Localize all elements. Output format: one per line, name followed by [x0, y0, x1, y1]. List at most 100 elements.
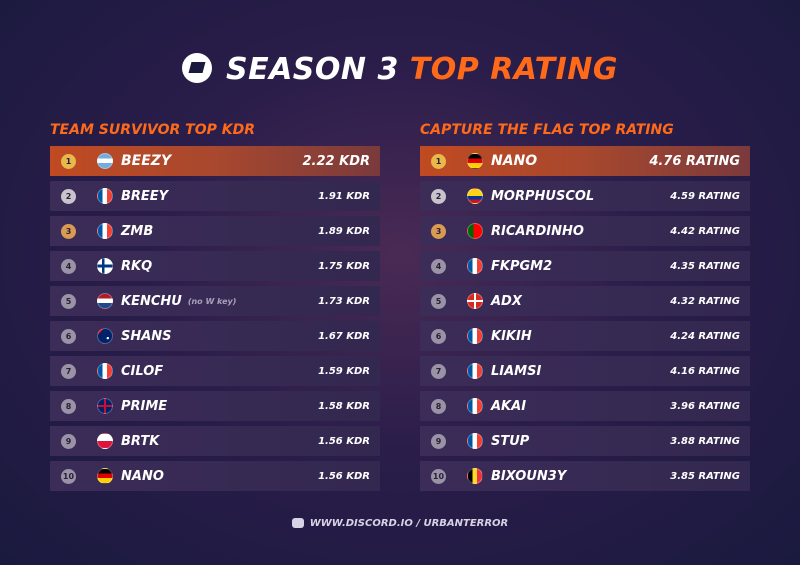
rank-badge: 3 [61, 223, 76, 239]
rank-badge: 1 [61, 153, 76, 169]
score: 1.59 KDR [318, 365, 370, 377]
player-name: LIAMSI [491, 363, 542, 379]
country-flag [97, 293, 113, 309]
score: 1.73 KDR [318, 295, 370, 307]
rank-badge: 10 [61, 468, 76, 484]
score: 4.59 RATING [670, 190, 740, 202]
leaderboard-row: 8 AKAI 3.96 RATING [420, 391, 750, 421]
score: 2.22 KDR [302, 153, 370, 169]
country-flag [467, 293, 483, 309]
player-name: FKPGM2 [491, 258, 553, 274]
rank-badge: 9 [61, 433, 76, 449]
player-name: MORPHUSCOL [491, 188, 595, 204]
score: 3.88 RATING [670, 435, 740, 447]
leaderboard-row: 8 PRIME 1.58 KDR [50, 391, 380, 421]
country-flag [97, 363, 113, 379]
rank-badge: 6 [431, 328, 446, 344]
score: 4.32 RATING [670, 295, 740, 307]
leaderboard-row: 4 RKQ 1.75 KDR [50, 251, 380, 281]
leaderboard-row: 6 KIKIH 4.24 RATING [420, 321, 750, 351]
player-name: SHANS [121, 328, 172, 344]
leaderboard-row: 3 RICARDINHO 4.42 RATING [420, 216, 750, 246]
leaderboard-row: 9 STUP 3.88 RATING [420, 426, 750, 456]
player-name: STUP [491, 433, 530, 449]
player-name: CILOF [121, 363, 164, 379]
leaderboard-row: 7 LIAMSI 4.16 RATING [420, 356, 750, 386]
player-name: PRIME [121, 398, 168, 414]
rank-badge: 4 [61, 258, 76, 274]
leaderboard-row: 9 BRTK 1.56 KDR [50, 426, 380, 456]
player-name: ADX [491, 293, 522, 309]
score: 1.56 KDR [318, 470, 370, 482]
country-flag [467, 328, 483, 344]
discord-icon [291, 518, 304, 528]
leaderboard-row: 2 BREEY 1.91 KDR [50, 181, 380, 211]
table-title: TEAM SURVIVOR TOP KDR [50, 122, 256, 138]
leaderboard: CAPTURE THE FLAG TOP RATING 1 NANO 4.76 RAT… [420, 120, 750, 496]
country-flag [97, 328, 113, 344]
player-name: NANO [491, 153, 538, 169]
country-flag [467, 363, 483, 379]
leaderboard-row: 1 NANO 4.76 RATING [420, 146, 750, 176]
score: 1.56 KDR [318, 435, 370, 447]
footer: WWW.DISCORD.IO / URBANTERROR [0, 518, 800, 529]
player-name: ZMB [121, 223, 154, 239]
leaderboard-row: 4 FKPGM2 4.35 RATING [420, 251, 750, 281]
leaderboard-row: 2 MORPHUSCOL 4.59 RATING [420, 181, 750, 211]
rank-badge: 4 [431, 258, 446, 274]
country-flag [467, 153, 483, 169]
country-flag [97, 468, 113, 484]
title-accent: TOP RATING [409, 52, 618, 87]
score: 4.42 RATING [670, 225, 740, 237]
country-flag [97, 188, 113, 204]
country-flag [97, 258, 113, 274]
leaderboard-row: 5 KENCHU (no W key) 1.73 KDR [50, 286, 380, 316]
rank-badge: 5 [431, 293, 446, 309]
score: 3.85 RATING [670, 470, 740, 482]
rank-badge: 8 [61, 398, 76, 414]
rank-badge: 6 [61, 328, 76, 344]
player-name: RICARDINHO [491, 223, 584, 239]
leaderboard-row: 3 ZMB 1.89 KDR [50, 216, 380, 246]
player-name: BEEZY [121, 153, 172, 169]
leaderboard-row: 1 BEEZY 2.22 KDR [50, 146, 380, 176]
country-flag [467, 468, 483, 484]
rank-badge: 3 [431, 223, 446, 239]
logo [181, 52, 212, 83]
player-note: (no W key) [187, 296, 237, 306]
rank-badge: 8 [431, 398, 446, 414]
player-name: KENCHU [121, 293, 182, 309]
country-flag [467, 188, 483, 204]
leaderboard-row: 10 NANO 1.56 KDR [50, 461, 380, 491]
player-name: RKQ [121, 258, 153, 274]
score: 1.91 KDR [318, 190, 370, 202]
score: 4.16 RATING [670, 365, 740, 377]
score: 3.96 RATING [670, 400, 740, 412]
leaderboard-row: 10 BIXOUN3Y 3.85 RATING [420, 461, 750, 491]
player-name: NANO [121, 468, 164, 484]
rank-badge: 7 [61, 363, 76, 379]
leaderboard-row: 6 SHANS 1.67 KDR [50, 321, 380, 351]
header: SEASON 3 TOP RATING [0, 52, 800, 87]
player-name: AKAI [491, 398, 527, 414]
country-flag [467, 223, 483, 239]
score: 1.75 KDR [318, 260, 370, 272]
score: 4.35 RATING [670, 260, 740, 272]
rank-badge: 5 [61, 293, 76, 309]
footer-link: WWW.DISCORD.IO / URBANTERROR [309, 518, 509, 529]
rank-badge: 1 [431, 153, 446, 169]
country-flag [97, 153, 113, 169]
country-flag [97, 398, 113, 414]
player-name: BREEY [121, 188, 169, 204]
score: 4.76 RATING [649, 153, 740, 169]
rank-badge: 7 [431, 363, 446, 379]
score: 1.67 KDR [318, 330, 370, 342]
player-name: BIXOUN3Y [491, 468, 567, 484]
player-name: KIKIH [491, 328, 532, 344]
country-flag [97, 223, 113, 239]
leaderboard-row: 7 CILOF 1.59 KDR [50, 356, 380, 386]
score: 1.89 KDR [318, 225, 370, 237]
rank-badge: 2 [431, 188, 446, 204]
country-flag [467, 398, 483, 414]
